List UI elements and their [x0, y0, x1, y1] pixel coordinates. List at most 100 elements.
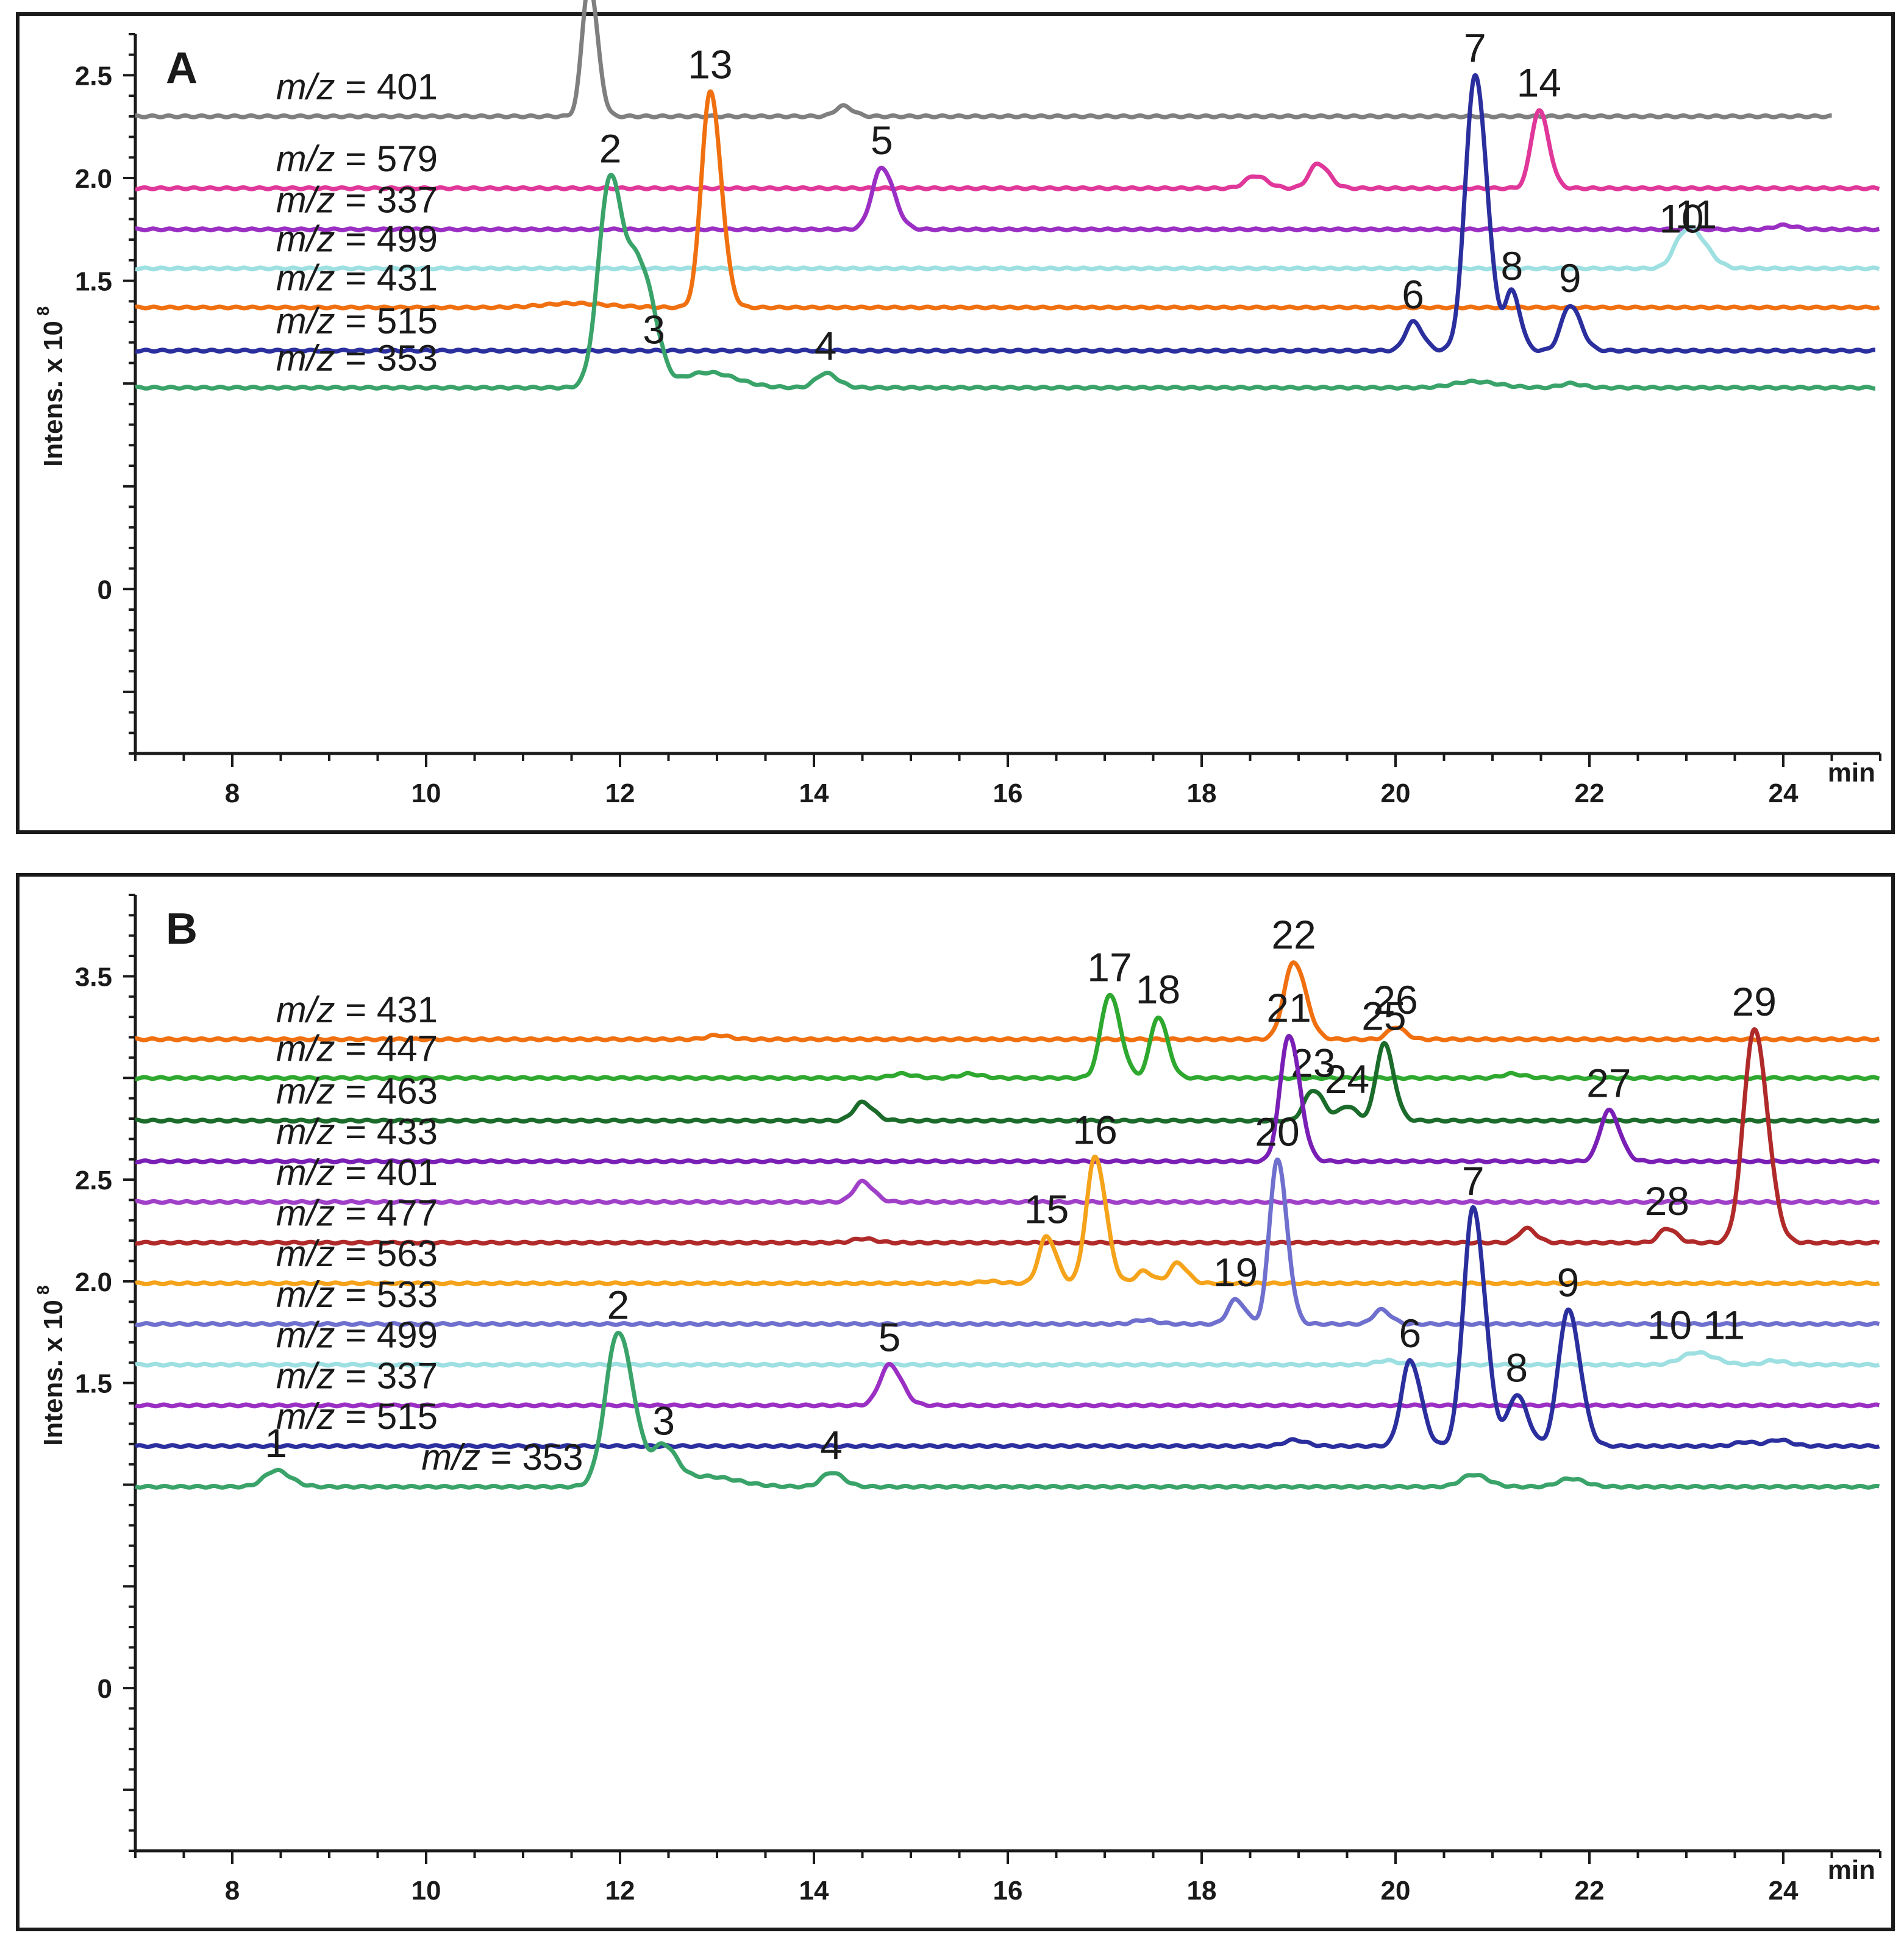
- peak-label: 4: [815, 323, 837, 368]
- peak-label: 6: [1399, 1311, 1421, 1356]
- x-tick-label: 24: [1769, 778, 1799, 808]
- peak-label: 3: [643, 307, 665, 352]
- y-tick-label: 1.5: [75, 1369, 112, 1399]
- trace-line: [134, 1157, 1881, 1327]
- x-axis-label: min: [1828, 758, 1875, 788]
- y-tick-label: 2.0: [75, 164, 112, 194]
- x-tick-label: 8: [225, 778, 240, 808]
- x-tick-label: 8: [225, 1876, 240, 1906]
- trace-line: [134, 1041, 1881, 1124]
- peak-label: 19: [1213, 1250, 1258, 1295]
- peak-label: 26: [1373, 977, 1417, 1022]
- peak-label: 8: [1500, 243, 1523, 288]
- peak-label: 6: [1402, 272, 1424, 317]
- trace-label: m/z = 353: [421, 1437, 583, 1478]
- peak-label: 18: [1136, 967, 1180, 1012]
- peak-label: 3: [652, 1398, 675, 1443]
- x-tick-label: 10: [412, 1876, 441, 1906]
- peak-label: 2: [607, 1282, 629, 1327]
- peak-label: 28: [1644, 1178, 1689, 1223]
- trace-label: m/z = 337: [276, 179, 438, 220]
- peak-label: 11: [1675, 192, 1717, 237]
- y-tick-label: 2.5: [75, 61, 112, 91]
- x-tick-label: 22: [1575, 1876, 1605, 1906]
- chart-b-svg: B8 10 12 14 16 18 20 22 24min01.52.02.53.5Intens…: [34, 894, 1881, 1906]
- peak-label: 15: [1024, 1186, 1069, 1231]
- y-tick-label: 1.5: [75, 267, 112, 297]
- peak-label: 8: [1505, 1345, 1528, 1391]
- y-axis-label-group: Intens. x 10 8: [34, 306, 68, 466]
- peak-label: 4: [820, 1422, 843, 1467]
- trace-label: m/z = 431: [276, 257, 438, 298]
- x-tick-label: 20: [1381, 1876, 1411, 1906]
- x-tick-label: 12: [605, 1876, 635, 1906]
- trace-line: [134, 108, 1881, 191]
- trace-line: [134, 1178, 1881, 1205]
- x-tick-label: 14: [799, 1876, 829, 1906]
- x-tick-label: 14: [799, 778, 829, 808]
- y-tick-label: 2.0: [75, 1267, 112, 1297]
- trace-line: [134, 1155, 1881, 1286]
- trace-label: m/z = 337: [276, 1355, 438, 1396]
- chart-panel-a: A 8 10 12 14 16 18 20 22 24 min 0 1.5 2.0 2.5 Intens. x…: [16, 0, 1895, 834]
- peak-label: 27: [1586, 1061, 1631, 1106]
- trace-label: m/z = 353: [276, 338, 438, 379]
- y-tick-label: 0: [98, 575, 112, 605]
- peak-label: 25: [1361, 994, 1406, 1039]
- trace-line: [134, 89, 1881, 311]
- x-tick-label: 18: [1187, 778, 1217, 808]
- trace-line: [134, 1205, 1881, 1449]
- x-axis-label: min: [1828, 1855, 1875, 1885]
- trace-line: [134, 1331, 1881, 1490]
- x-tick-label: 22: [1575, 778, 1605, 808]
- peak-label: 2: [599, 126, 622, 171]
- x-tick-label: 12: [605, 778, 635, 808]
- x-tick-label: 18: [1187, 1876, 1217, 1906]
- x-tick-label: 20: [1381, 778, 1411, 808]
- peak-label: 7: [1464, 25, 1486, 70]
- peak-label: 17: [1087, 944, 1132, 989]
- peak-label: 7: [1462, 1158, 1485, 1203]
- x-tick-label: 24: [1769, 1876, 1799, 1906]
- y-tick-label: 2.5: [75, 1166, 112, 1195]
- trace-label: m/z = 431: [276, 989, 438, 1030]
- peak-label: 10: [1659, 196, 1703, 241]
- trace-label: m/z = 579: [276, 138, 438, 179]
- trace-label: m/z = 463: [276, 1070, 438, 1111]
- peak-label: 5: [871, 118, 893, 163]
- trace-line: [134, 173, 1877, 391]
- trace-label: m/z = 401: [276, 1152, 438, 1193]
- trace-line: [134, 165, 1881, 233]
- peak-label: 29: [1732, 979, 1777, 1024]
- peak-label: 24: [1325, 1056, 1369, 1102]
- peak-label: 14: [1517, 60, 1561, 105]
- peak-label: 9: [1559, 255, 1581, 301]
- peak-label: 1: [265, 1420, 287, 1466]
- trace-label: m/z = 401: [276, 66, 438, 107]
- y-axis-label-group: Intens. x 10 8: [34, 1285, 68, 1445]
- panel-label: A: [166, 44, 198, 93]
- peak-label: 9: [1557, 1260, 1580, 1305]
- x-tick-label: 16: [993, 1876, 1023, 1906]
- trace-label: m/z = 499: [276, 1315, 438, 1356]
- trace-line: [134, 224, 1881, 272]
- peak-label: 20: [1255, 1109, 1299, 1155]
- peak-label: 5: [879, 1315, 901, 1360]
- panel-label: B: [166, 905, 198, 953]
- x-tick-label: 10: [412, 778, 441, 808]
- y-axis-label: Intens. x 10: [38, 1300, 68, 1446]
- peak-label: 21: [1266, 985, 1311, 1030]
- trace-label: m/z = 499: [276, 218, 438, 259]
- peak-label: 22: [1271, 912, 1316, 957]
- chart-panel-b: B 8 10 12 14 16 18 20 22 24 min 0 1.5 2.0 2.5 3.5 Intens…: [16, 873, 1895, 1931]
- y-axis-exponent: 8: [34, 306, 52, 316]
- trace-label: m/z = 533: [276, 1274, 438, 1315]
- trace-line: [134, 960, 1881, 1042]
- trace-label: m/z = 477: [276, 1192, 438, 1233]
- trace-label: m/z = 563: [276, 1233, 438, 1274]
- peak-label: 13: [688, 41, 732, 87]
- peak-label: 16: [1072, 1107, 1117, 1152]
- trace-line: [134, 0, 1834, 119]
- trace-label: m/z = 433: [276, 1111, 438, 1152]
